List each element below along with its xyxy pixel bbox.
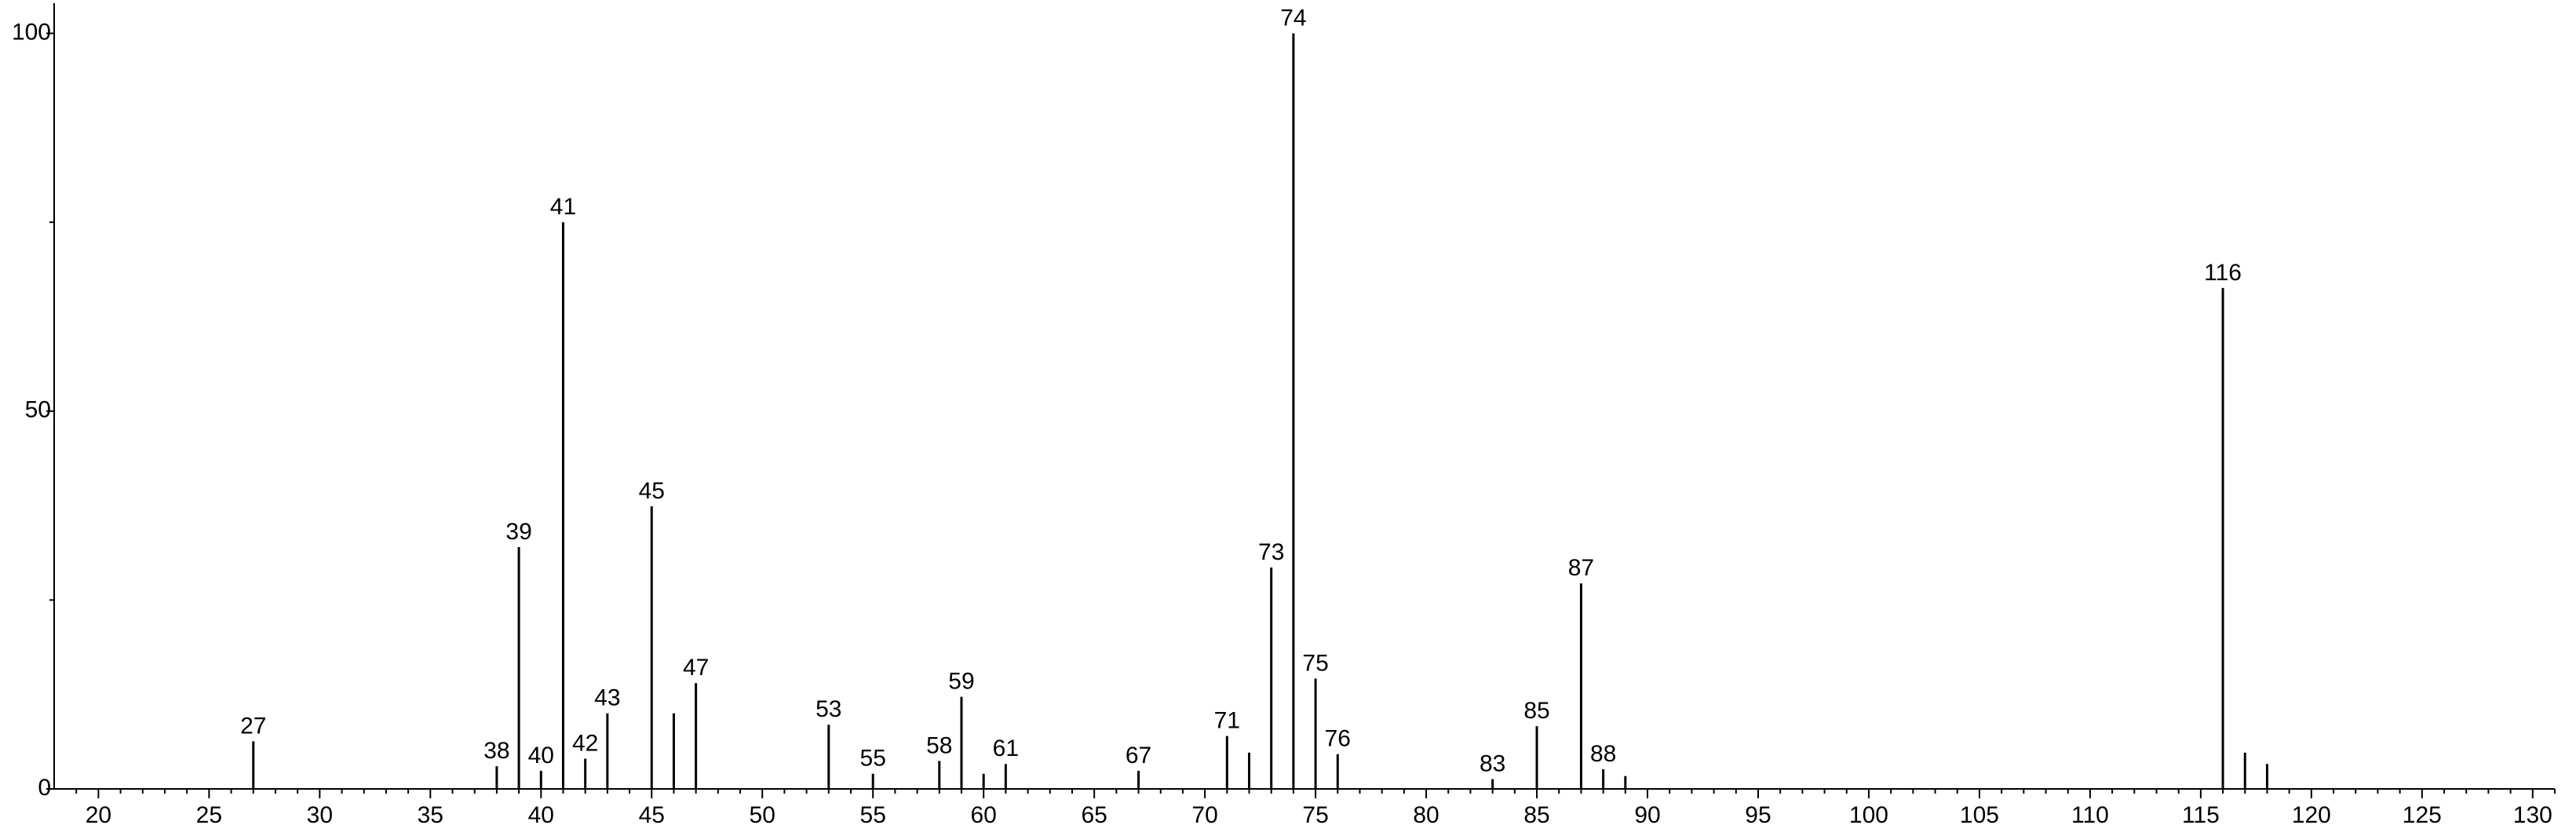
peak-label: 42 [572,730,598,756]
x-tick-label: 50 [750,802,775,828]
x-tick-label: 70 [1191,802,1217,828]
peak-label: 87 [1568,555,1594,581]
y-tick-label: 100 [12,19,51,45]
peak-label: 43 [594,685,620,711]
peak-label: 74 [1280,5,1306,31]
x-tick-label: 20 [86,802,111,828]
peak-label: 47 [683,655,709,681]
peak-label: 39 [505,519,531,545]
peak-label: 88 [1590,741,1616,767]
peak-label: 58 [926,732,952,758]
x-tick-label: 75 [1302,802,1328,828]
peak-label: 73 [1258,539,1284,565]
peak-label: 83 [1480,750,1505,776]
peak-label: 59 [948,668,974,694]
y-tick-label: 50 [25,397,51,423]
peak-label: 76 [1325,726,1351,752]
x-tick-label: 85 [1523,802,1549,828]
peak-label: 116 [2204,260,2242,286]
x-tick-label: 60 [970,802,996,828]
peak-label: 61 [993,736,1019,761]
peak-label: 41 [550,194,576,220]
x-tick-label: 120 [2292,802,2331,828]
x-tick-label: 80 [1413,802,1439,828]
peak-label: 27 [240,713,266,739]
x-tick-label: 55 [860,802,886,828]
y-tick-label: 0 [38,775,51,801]
x-tick-label: 105 [1960,802,1999,828]
peak-label: 38 [483,738,509,764]
x-tick-label: 100 [1849,802,1888,828]
peak-label: 67 [1126,743,1151,768]
x-tick-label: 35 [418,802,443,828]
x-tick-label: 125 [2403,802,2442,828]
peak-label: 55 [860,746,886,772]
x-tick-label: 30 [307,802,333,828]
x-tick-label: 45 [639,802,665,828]
x-tick-label: 115 [2182,802,2220,828]
x-tick-label: 65 [1081,802,1107,828]
x-tick-label: 95 [1745,802,1771,828]
x-tick-label: 90 [1634,802,1660,828]
x-tick-label: 25 [196,802,222,828]
x-tick-label: 110 [2071,802,2109,828]
x-tick-label: 40 [528,802,554,828]
peak-label: 85 [1523,698,1549,724]
peak-label: 71 [1214,708,1240,734]
peak-label: 40 [528,743,554,768]
peak-label: 75 [1302,650,1328,676]
peak-label: 45 [639,478,665,504]
peak-label: 53 [815,696,841,722]
x-tick-label: 130 [2513,802,2552,828]
